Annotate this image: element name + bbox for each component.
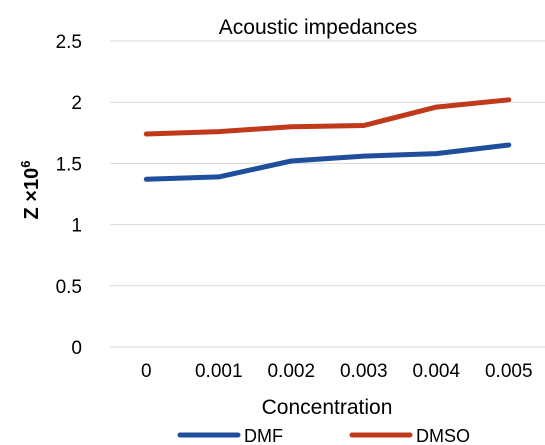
x-tick-label: 0.005 [485, 361, 533, 382]
chart-title: Acoustic impedances [219, 16, 417, 39]
x-axis-label: Concentration [262, 396, 393, 419]
legend-label-dmso: DMSO [416, 426, 470, 445]
series-layer [143, 97, 512, 182]
y-axis-label-base: Z ×10 [21, 168, 43, 220]
x-tick-label: 0.003 [340, 361, 388, 382]
y-tick-label: 2.5 [56, 32, 82, 53]
x-tick-label: 0 [141, 361, 152, 382]
gridlines [110, 40, 545, 348]
series-line-dmso [143, 97, 512, 137]
y-axis-ticks: 0 0.5 1 1.5 2 2.5 [56, 32, 82, 359]
y-axis-label: Z ×106 [18, 161, 43, 220]
y-tick-label: 1.5 [56, 154, 82, 175]
y-tick-label: 1 [71, 216, 82, 237]
x-tick-label: 0.002 [267, 361, 315, 382]
y-tick-label: 2 [71, 93, 82, 114]
legend: DMF DMSO [177, 426, 470, 445]
y-axis-label-exponent: 6 [18, 161, 33, 168]
y-tick-label: 0 [71, 338, 82, 359]
legend-label-dmf: DMF [244, 426, 283, 445]
x-tick-label: 0.001 [195, 361, 243, 382]
x-axis-ticks: 0 0.001 0.002 0.003 0.004 0.005 [141, 361, 533, 382]
x-tick-label: 0.004 [412, 361, 460, 382]
y-tick-label: 0.5 [56, 277, 82, 298]
series-line-dmf [143, 142, 512, 182]
